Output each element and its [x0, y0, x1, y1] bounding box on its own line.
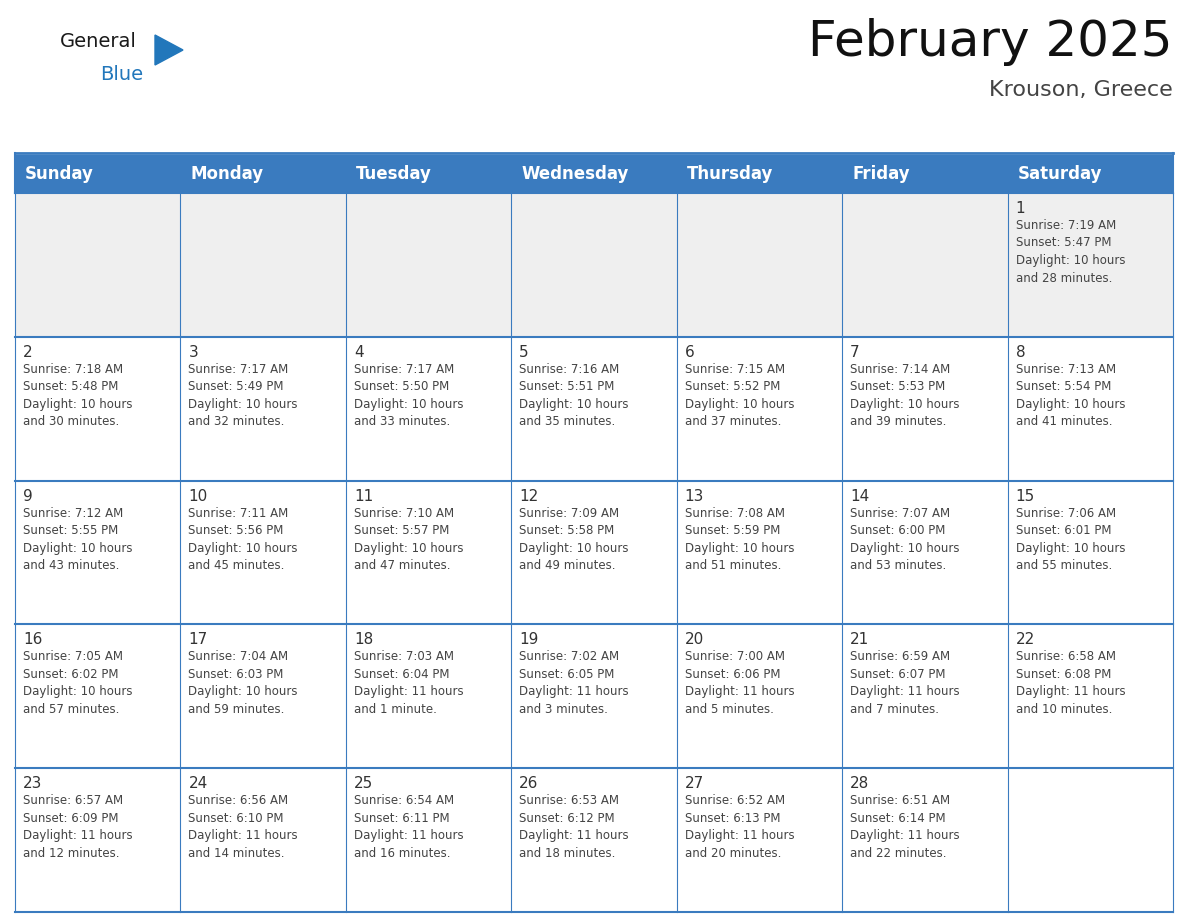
Text: Sunrise: 7:09 AM
Sunset: 5:58 PM
Daylight: 10 hours
and 49 minutes.: Sunrise: 7:09 AM Sunset: 5:58 PM Dayligh…	[519, 507, 628, 572]
Text: 6: 6	[684, 345, 695, 360]
Bar	[15, 155, 181, 193]
Text: 10: 10	[189, 488, 208, 504]
Text: Friday: Friday	[852, 165, 910, 183]
Text: Sunrise: 6:54 AM
Sunset: 6:11 PM
Daylight: 11 hours
and 16 minutes.: Sunrise: 6:54 AM Sunset: 6:11 PM Dayligh…	[354, 794, 463, 859]
Text: Sunrise: 7:05 AM
Sunset: 6:02 PM
Daylight: 10 hours
and 57 minutes.: Sunrise: 7:05 AM Sunset: 6:02 PM Dayligh…	[23, 650, 133, 716]
Text: Sunrise: 7:11 AM
Sunset: 5:56 PM
Daylight: 10 hours
and 45 minutes.: Sunrise: 7:11 AM Sunset: 5:56 PM Dayligh…	[189, 507, 298, 572]
Text: 13: 13	[684, 488, 704, 504]
Text: 5: 5	[519, 345, 529, 360]
Text: Sunrise: 7:16 AM
Sunset: 5:51 PM
Daylight: 10 hours
and 35 minutes.: Sunrise: 7:16 AM Sunset: 5:51 PM Dayligh…	[519, 363, 628, 429]
Bar	[1007, 155, 1173, 193]
Text: 15: 15	[1016, 488, 1035, 504]
Text: Sunrise: 7:10 AM
Sunset: 5:57 PM
Daylight: 10 hours
and 47 minutes.: Sunrise: 7:10 AM Sunset: 5:57 PM Dayligh…	[354, 507, 463, 572]
Text: Sunrise: 7:18 AM
Sunset: 5:48 PM
Daylight: 10 hours
and 30 minutes.: Sunrise: 7:18 AM Sunset: 5:48 PM Dayligh…	[23, 363, 133, 429]
Text: 8: 8	[1016, 345, 1025, 360]
Text: Sunrise: 7:17 AM
Sunset: 5:49 PM
Daylight: 10 hours
and 32 minutes.: Sunrise: 7:17 AM Sunset: 5:49 PM Dayligh…	[189, 363, 298, 429]
Text: 1: 1	[1016, 201, 1025, 216]
Bar	[511, 155, 677, 193]
Polygon shape	[154, 35, 183, 65]
Text: 16: 16	[23, 633, 43, 647]
Text: Sunrise: 7:12 AM
Sunset: 5:55 PM
Daylight: 10 hours
and 43 minutes.: Sunrise: 7:12 AM Sunset: 5:55 PM Dayligh…	[23, 507, 133, 572]
Text: Sunrise: 6:57 AM
Sunset: 6:09 PM
Daylight: 11 hours
and 12 minutes.: Sunrise: 6:57 AM Sunset: 6:09 PM Dayligh…	[23, 794, 133, 859]
Text: Sunrise: 6:58 AM
Sunset: 6:08 PM
Daylight: 11 hours
and 10 minutes.: Sunrise: 6:58 AM Sunset: 6:08 PM Dayligh…	[1016, 650, 1125, 716]
Text: Sunrise: 6:52 AM
Sunset: 6:13 PM
Daylight: 11 hours
and 20 minutes.: Sunrise: 6:52 AM Sunset: 6:13 PM Dayligh…	[684, 794, 795, 859]
Text: Sunday: Sunday	[25, 165, 94, 183]
Text: 14: 14	[851, 488, 870, 504]
Text: Sunrise: 7:04 AM
Sunset: 6:03 PM
Daylight: 10 hours
and 59 minutes.: Sunrise: 7:04 AM Sunset: 6:03 PM Dayligh…	[189, 650, 298, 716]
Text: Sunrise: 6:59 AM
Sunset: 6:07 PM
Daylight: 11 hours
and 7 minutes.: Sunrise: 6:59 AM Sunset: 6:07 PM Dayligh…	[851, 650, 960, 716]
Text: Sunrise: 7:13 AM
Sunset: 5:54 PM
Daylight: 10 hours
and 41 minutes.: Sunrise: 7:13 AM Sunset: 5:54 PM Dayligh…	[1016, 363, 1125, 429]
Text: 17: 17	[189, 633, 208, 647]
Text: Blue: Blue	[100, 65, 143, 84]
Text: General: General	[61, 32, 137, 51]
Text: Tuesday: Tuesday	[356, 165, 431, 183]
Text: February 2025: February 2025	[809, 18, 1173, 66]
Text: 24: 24	[189, 777, 208, 791]
Text: 11: 11	[354, 488, 373, 504]
Text: Sunrise: 7:03 AM
Sunset: 6:04 PM
Daylight: 11 hours
and 1 minute.: Sunrise: 7:03 AM Sunset: 6:04 PM Dayligh…	[354, 650, 463, 716]
Text: Sunrise: 7:02 AM
Sunset: 6:05 PM
Daylight: 11 hours
and 3 minutes.: Sunrise: 7:02 AM Sunset: 6:05 PM Dayligh…	[519, 650, 628, 716]
Text: 21: 21	[851, 633, 870, 647]
Text: 20: 20	[684, 633, 704, 647]
Bar	[15, 768, 1173, 912]
Bar	[677, 155, 842, 193]
Text: 2: 2	[23, 345, 32, 360]
Text: Krouson, Greece: Krouson, Greece	[990, 80, 1173, 100]
Text: 23: 23	[23, 777, 43, 791]
Text: Sunrise: 6:56 AM
Sunset: 6:10 PM
Daylight: 11 hours
and 14 minutes.: Sunrise: 6:56 AM Sunset: 6:10 PM Dayligh…	[189, 794, 298, 859]
Text: Saturday: Saturday	[1018, 165, 1102, 183]
Text: 7: 7	[851, 345, 860, 360]
Text: Sunrise: 7:17 AM
Sunset: 5:50 PM
Daylight: 10 hours
and 33 minutes.: Sunrise: 7:17 AM Sunset: 5:50 PM Dayligh…	[354, 363, 463, 429]
Bar	[181, 155, 346, 193]
Bar	[15, 193, 1173, 337]
Text: 4: 4	[354, 345, 364, 360]
Text: 27: 27	[684, 777, 704, 791]
Text: 25: 25	[354, 777, 373, 791]
Text: 19: 19	[519, 633, 538, 647]
Text: Sunrise: 7:19 AM
Sunset: 5:47 PM
Daylight: 10 hours
and 28 minutes.: Sunrise: 7:19 AM Sunset: 5:47 PM Dayligh…	[1016, 219, 1125, 285]
Text: Sunrise: 7:14 AM
Sunset: 5:53 PM
Daylight: 10 hours
and 39 minutes.: Sunrise: 7:14 AM Sunset: 5:53 PM Dayligh…	[851, 363, 960, 429]
Text: Sunrise: 7:07 AM
Sunset: 6:00 PM
Daylight: 10 hours
and 53 minutes.: Sunrise: 7:07 AM Sunset: 6:00 PM Dayligh…	[851, 507, 960, 572]
Text: 3: 3	[189, 345, 198, 360]
Text: Sunrise: 7:08 AM
Sunset: 5:59 PM
Daylight: 10 hours
and 51 minutes.: Sunrise: 7:08 AM Sunset: 5:59 PM Dayligh…	[684, 507, 795, 572]
Text: 12: 12	[519, 488, 538, 504]
Bar	[15, 337, 1173, 481]
Text: Monday: Monday	[190, 165, 264, 183]
Text: Sunrise: 6:51 AM
Sunset: 6:14 PM
Daylight: 11 hours
and 22 minutes.: Sunrise: 6:51 AM Sunset: 6:14 PM Dayligh…	[851, 794, 960, 859]
Bar	[346, 155, 511, 193]
Text: Sunrise: 7:15 AM
Sunset: 5:52 PM
Daylight: 10 hours
and 37 minutes.: Sunrise: 7:15 AM Sunset: 5:52 PM Dayligh…	[684, 363, 795, 429]
Text: 9: 9	[23, 488, 33, 504]
Text: Sunrise: 7:00 AM
Sunset: 6:06 PM
Daylight: 11 hours
and 5 minutes.: Sunrise: 7:00 AM Sunset: 6:06 PM Dayligh…	[684, 650, 795, 716]
Bar	[15, 481, 1173, 624]
Text: Sunrise: 7:06 AM
Sunset: 6:01 PM
Daylight: 10 hours
and 55 minutes.: Sunrise: 7:06 AM Sunset: 6:01 PM Dayligh…	[1016, 507, 1125, 572]
Bar	[15, 624, 1173, 768]
Text: 28: 28	[851, 777, 870, 791]
Text: Wednesday: Wednesday	[522, 165, 628, 183]
Text: Sunrise: 6:53 AM
Sunset: 6:12 PM
Daylight: 11 hours
and 18 minutes.: Sunrise: 6:53 AM Sunset: 6:12 PM Dayligh…	[519, 794, 628, 859]
Bar	[842, 155, 1007, 193]
Text: 26: 26	[519, 777, 538, 791]
Text: 22: 22	[1016, 633, 1035, 647]
Text: Thursday: Thursday	[687, 165, 773, 183]
Text: 18: 18	[354, 633, 373, 647]
